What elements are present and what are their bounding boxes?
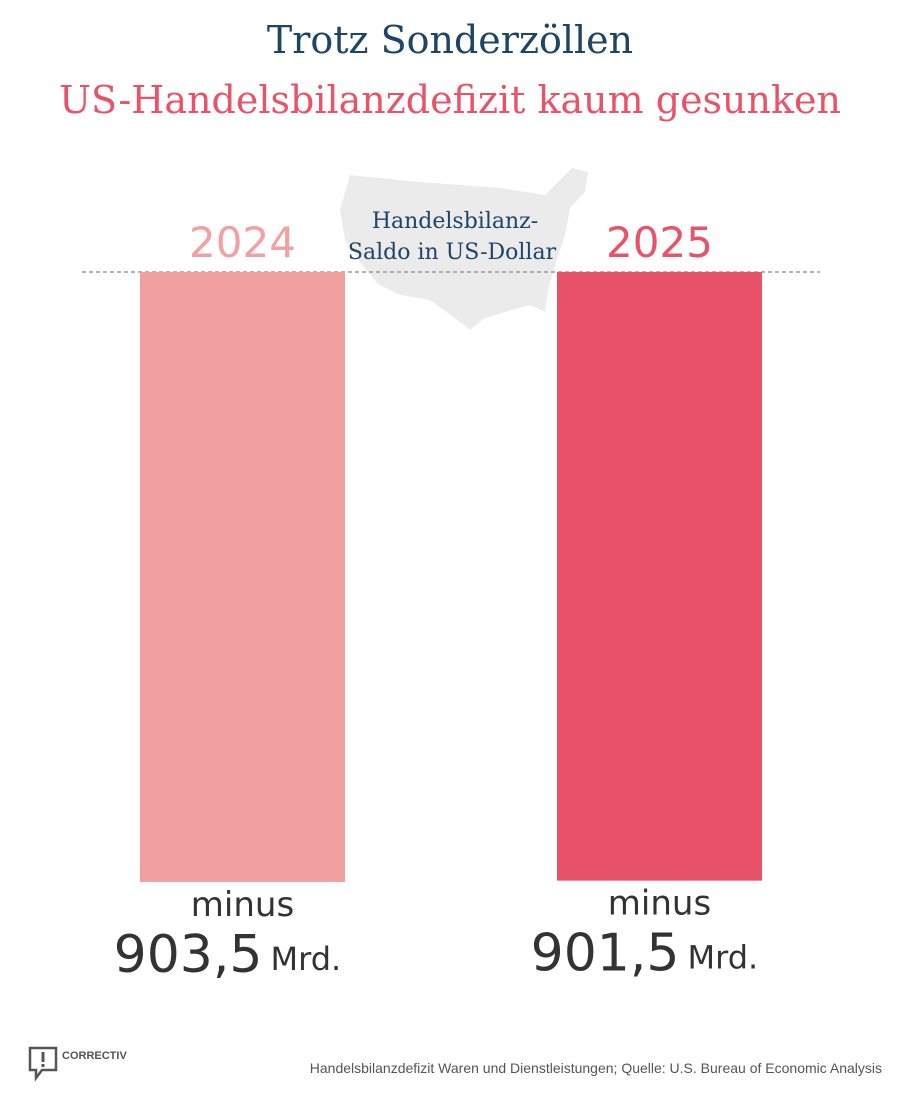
value-label-2024: 903,5 [114,925,263,985]
annotation-line-1: Handelsbilanz- [372,209,538,234]
unit-label-2025: Mrd. [688,939,759,977]
chart-subtitle: US-Handelsbilanzdefizit kaum gesunken [58,78,841,122]
category-label-2024: 2024 [189,218,296,267]
source-note: Handelsbilanzdefizit Waren und Dienstlei… [309,1060,882,1076]
speech-bubble-icon [28,1046,58,1082]
chart-title: Trotz Sonderzöllen [266,18,634,62]
annotation-line-2: Saldo in US-Dollar [348,240,557,265]
category-label-2025: 2025 [606,218,713,267]
bar-2024 [140,272,345,882]
label-prefix-2024: minus [191,885,294,925]
correctiv-logo: CORRECTIV [28,1046,127,1082]
unit-label-2024: Mrd. [271,940,342,978]
usa-map-icon [340,168,588,330]
bar-2025 [557,272,762,881]
value-label-2025: 901,5 [531,924,680,984]
label-prefix-2025: minus [608,884,711,924]
